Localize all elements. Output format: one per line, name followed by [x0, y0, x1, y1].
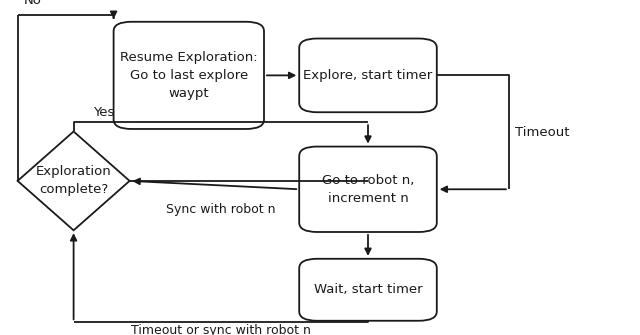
Text: Explore, start timer: Explore, start timer — [303, 69, 433, 82]
Text: No: No — [24, 0, 42, 7]
Polygon shape — [18, 131, 130, 230]
FancyBboxPatch shape — [114, 22, 264, 129]
Text: Timeout: Timeout — [515, 126, 570, 139]
Text: Yes: Yes — [93, 106, 114, 119]
FancyBboxPatch shape — [300, 39, 437, 112]
Text: Wait, start timer: Wait, start timer — [314, 283, 422, 296]
FancyBboxPatch shape — [300, 147, 437, 232]
Text: Sync with robot n: Sync with robot n — [166, 203, 276, 216]
Text: Resume Exploration:
Go to last explore
waypt: Resume Exploration: Go to last explore w… — [120, 51, 258, 100]
FancyBboxPatch shape — [300, 259, 437, 321]
Text: Timeout or sync with robot n: Timeout or sync with robot n — [131, 324, 311, 335]
Text: Exploration
complete?: Exploration complete? — [36, 165, 111, 196]
Text: Go to robot n,
increment n: Go to robot n, increment n — [322, 174, 414, 205]
